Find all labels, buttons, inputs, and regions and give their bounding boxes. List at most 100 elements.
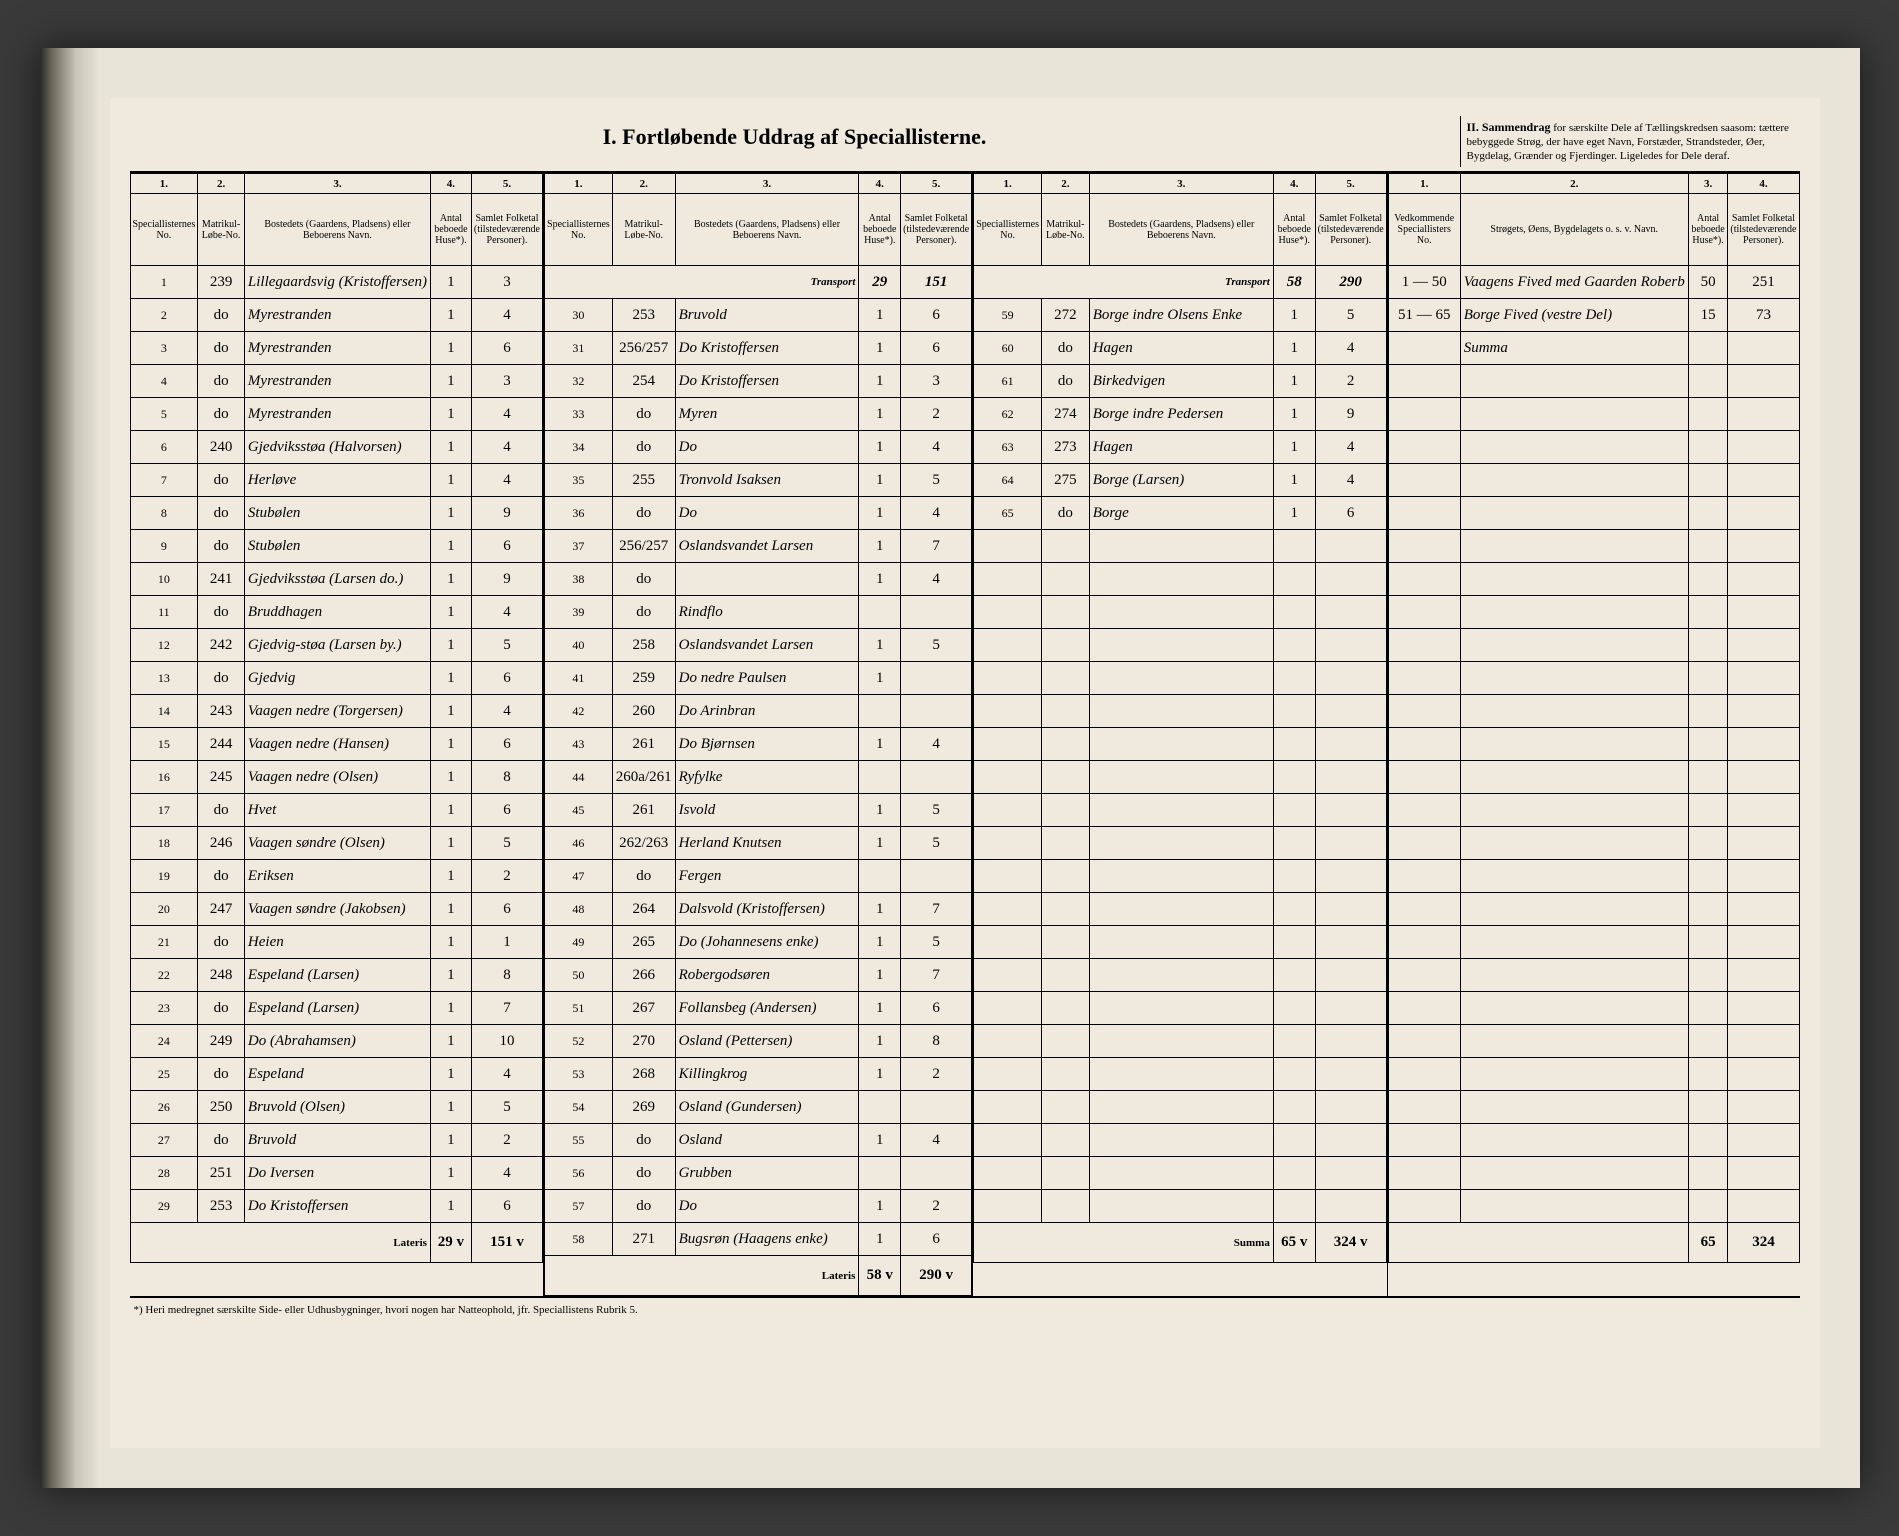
hdr-huse: Antal beboede Huse*). (859, 194, 901, 266)
colnum: 2. (1460, 174, 1688, 194)
cell-folk: 3 (471, 365, 542, 398)
cell-no: 30 (545, 299, 613, 332)
cell-folk: 7 (901, 959, 972, 992)
cell-huse: 1 (430, 959, 471, 992)
cell-name: Do Kristoffersen (244, 1190, 430, 1223)
block-b: 1. 2. 3. 4. 5. Speciallisternes No. Matr… (544, 173, 973, 1296)
cell-huse: 1 (430, 497, 471, 530)
cell-folk (901, 1091, 972, 1124)
cell-huse: 1 (859, 1025, 901, 1058)
cell-no: 39 (545, 596, 613, 629)
book-binding (40, 48, 100, 1488)
cell-no: 1 (130, 266, 198, 299)
cell-mat: 269 (612, 1091, 675, 1124)
transport-b: Transport 29 151 (545, 266, 972, 299)
colnum: 3. (675, 174, 859, 194)
cell-no: 36 (545, 497, 613, 530)
hdr-stroget: Strøgets, Øens, Bygdelagets o. s. v. Nav… (1460, 194, 1688, 266)
cell-huse: 1 (430, 860, 471, 893)
cell-huse: 15 (1688, 299, 1728, 332)
cell-mat: 264 (612, 893, 675, 926)
cell-name: Osland (Pettersen) (675, 1025, 859, 1058)
lateris-h: 58 v (859, 1256, 901, 1296)
colnum: 2. (1042, 174, 1090, 194)
cell-folk: 5 (901, 926, 972, 959)
cell-no: 46 (545, 827, 613, 860)
cell-folk: 9 (471, 563, 542, 596)
table-row-empty (974, 926, 1386, 959)
cell-folk: 6 (471, 332, 542, 365)
cell-huse (859, 1157, 901, 1190)
summary-row-empty (1388, 728, 1799, 761)
cell-huse: 1 (430, 530, 471, 563)
cell-mat: do (612, 1124, 675, 1157)
lateris-f: 151 v (471, 1223, 542, 1263)
cell-huse: 1 (859, 794, 901, 827)
cell-folk: 5 (901, 629, 972, 662)
table-a: 1. 2. 3. 4. 5. Speciallisternes No. Matr… (130, 173, 544, 1263)
hdr-folk: Samlet Folketal (tilstedeværende Persone… (1728, 194, 1799, 266)
table-row-empty (974, 1025, 1386, 1058)
cell-folk: 6 (901, 332, 972, 365)
cell-huse: 1 (859, 299, 901, 332)
cell-mat: do (612, 1190, 675, 1223)
summary-row-empty (1388, 497, 1799, 530)
table-row: 15244Vaagen nedre (Hansen)16 (130, 728, 543, 761)
cell-huse (859, 596, 901, 629)
cell-folk: 2 (471, 1124, 542, 1157)
cell-name: Follansbeg (Andersen) (675, 992, 859, 1025)
cell-name: Isvold (675, 794, 859, 827)
table-row: 20247Vaagen søndre (Jakobsen)16 (130, 893, 543, 926)
cell-no: 11 (130, 596, 198, 629)
cell-name: Dalsvold (Kristoffersen) (675, 893, 859, 926)
transport-c: Transport 58 290 (974, 266, 1386, 299)
table-row: 65doBorge16 (974, 497, 1386, 530)
cell-no: 2 (130, 299, 198, 332)
transport-f: 151 (901, 266, 972, 299)
transport-label: Transport (545, 266, 859, 299)
cell-name: Borge (Larsen) (1089, 464, 1273, 497)
cell-no: 33 (545, 398, 613, 431)
table-b: 1. 2. 3. 4. 5. Speciallisternes No. Matr… (544, 173, 972, 1296)
table-row-empty (974, 860, 1386, 893)
summary-row-empty (1388, 563, 1799, 596)
table-row-empty (974, 1058, 1386, 1091)
hdr-vedk: Vedkommende Speciallisters No. (1388, 194, 1460, 266)
colnum: 3. (1688, 174, 1728, 194)
cell-name: Do (675, 431, 859, 464)
table-row-empty (974, 563, 1386, 596)
cell-no: 49 (545, 926, 613, 959)
summary-row-empty (1388, 860, 1799, 893)
cell-no: 25 (130, 1058, 198, 1091)
cell-name: Birkedvigen (1089, 365, 1273, 398)
cell-mat: do (198, 497, 245, 530)
cell-name: Do (Abrahamsen) (244, 1025, 430, 1058)
cell-no: 23 (130, 992, 198, 1025)
cell-no: 13 (130, 662, 198, 695)
cell-huse: 1 (859, 827, 901, 860)
total-f: 324 (1728, 1223, 1799, 1263)
table-row-empty (974, 761, 1386, 794)
cell-huse: 1 (430, 662, 471, 695)
cell-name: Herland Knutsen (675, 827, 859, 860)
table-row: 21doHeien11 (130, 926, 543, 959)
cell-no: 59 (974, 299, 1042, 332)
table-row: 46262/263Herland Knutsen15 (545, 827, 972, 860)
cell-mat: 261 (612, 728, 675, 761)
cell-huse: 1 (430, 992, 471, 1025)
cell-name: Myrestranden (244, 299, 430, 332)
cell-name: Vaagen søndre (Olsen) (244, 827, 430, 860)
table-row: 47doFergen (545, 860, 972, 893)
table-row-empty (974, 893, 1386, 926)
cell-no: 57 (545, 1190, 613, 1223)
cell-name: Espeland (244, 1058, 430, 1091)
cell-no: 61 (974, 365, 1042, 398)
cell-mat: 275 (1042, 464, 1090, 497)
lateris-b: Lateris 58 v 290 v (545, 1256, 972, 1296)
colnum: 4. (859, 174, 901, 194)
colnum: 4. (1728, 174, 1799, 194)
cell-huse: 1 (430, 464, 471, 497)
cell-huse: 1 (859, 1190, 901, 1223)
cell-folk: 6 (471, 1190, 542, 1223)
summary-row-empty (1388, 1190, 1799, 1223)
